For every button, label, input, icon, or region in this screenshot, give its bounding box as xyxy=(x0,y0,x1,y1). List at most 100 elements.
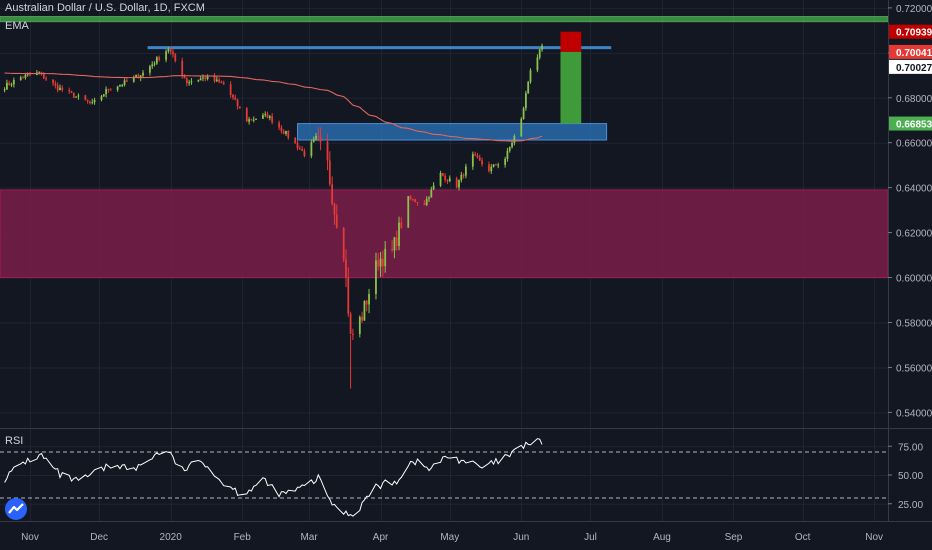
candle-body xyxy=(430,189,433,198)
candle-body xyxy=(400,222,403,228)
candle xyxy=(206,74,209,81)
candle xyxy=(199,75,202,81)
candle xyxy=(278,120,280,131)
candle-body xyxy=(167,49,170,52)
candle xyxy=(520,117,523,138)
candle xyxy=(492,164,495,168)
candle xyxy=(285,130,287,136)
candle-body xyxy=(52,79,54,84)
price-label-bg xyxy=(889,24,932,39)
candle-body xyxy=(481,160,483,165)
candle-body xyxy=(333,203,336,215)
candle-body xyxy=(19,77,22,81)
ema-legend[interactable]: EMA xyxy=(5,20,29,32)
candle-body xyxy=(8,82,11,86)
candle-body xyxy=(395,237,398,247)
candle xyxy=(476,152,479,159)
candle xyxy=(347,267,350,317)
rsi-legend[interactable]: RSI xyxy=(5,435,24,447)
candle xyxy=(326,133,329,171)
candle xyxy=(153,61,156,67)
candle-body xyxy=(345,259,347,278)
candle xyxy=(8,80,11,86)
candle xyxy=(119,84,121,87)
candle xyxy=(56,82,59,93)
price-label-text: 0.66853 xyxy=(896,120,932,131)
candle-body xyxy=(497,164,500,166)
candle xyxy=(444,173,447,183)
candle-body xyxy=(301,149,304,151)
rsi-tick-label: 75.00 xyxy=(898,442,923,453)
candle xyxy=(310,139,313,159)
demand-zone xyxy=(0,189,889,278)
candle xyxy=(70,90,73,94)
candle xyxy=(315,132,317,141)
price-tick-label: 0.72000 xyxy=(896,4,932,15)
candle-body xyxy=(377,260,380,267)
candle-body xyxy=(229,84,232,96)
candle xyxy=(351,328,354,340)
candle xyxy=(238,106,241,109)
candle xyxy=(218,77,221,84)
candle-body xyxy=(238,106,241,109)
candle-body xyxy=(278,122,280,128)
candle-body xyxy=(12,80,15,85)
candle xyxy=(77,93,80,100)
candle xyxy=(448,175,451,183)
candle-body xyxy=(29,74,31,76)
candle-body xyxy=(476,155,479,158)
price-label: 0.70939 xyxy=(889,24,932,39)
candle-body xyxy=(504,158,507,165)
candle xyxy=(102,93,105,98)
candle xyxy=(252,116,255,123)
candle-body xyxy=(165,51,167,60)
candle-body xyxy=(137,74,140,79)
candle-body xyxy=(266,114,269,118)
candle-body xyxy=(234,97,237,100)
candle xyxy=(524,90,527,111)
candle xyxy=(497,162,500,169)
candle xyxy=(331,176,334,206)
candle-body xyxy=(335,214,338,228)
candle-body xyxy=(361,316,364,321)
candle xyxy=(361,311,364,323)
candle-body xyxy=(250,119,253,121)
candle-body xyxy=(303,150,306,156)
candle-body xyxy=(135,74,137,77)
candle xyxy=(22,75,24,79)
candle-body xyxy=(190,81,193,83)
candle xyxy=(529,68,532,84)
candle-body xyxy=(462,174,465,176)
symbol-title[interactable]: Australian Dollar / U.S. Dollar, 1D, FXC… xyxy=(5,2,205,14)
candle xyxy=(220,80,223,84)
candle-body xyxy=(204,77,207,80)
candle xyxy=(349,311,352,335)
time-tick-label: Sep xyxy=(725,532,743,543)
tradingview-logo-icon[interactable] xyxy=(5,498,27,520)
target-zone xyxy=(560,51,582,124)
rsi-line xyxy=(4,438,543,517)
candle xyxy=(490,164,493,174)
candle-body xyxy=(432,185,435,190)
candle xyxy=(301,146,304,152)
candle-body xyxy=(416,202,419,204)
candle xyxy=(368,288,370,314)
price-label-bg xyxy=(889,44,932,59)
candle-body xyxy=(365,300,368,305)
candle-body xyxy=(474,154,477,156)
candle xyxy=(513,134,516,146)
candle xyxy=(234,94,237,101)
candle xyxy=(409,195,412,201)
stop-loss-zone xyxy=(560,31,582,52)
candle xyxy=(167,46,170,54)
candle xyxy=(335,204,338,229)
candle-body xyxy=(40,72,43,74)
candle-body xyxy=(287,130,290,138)
candle-body xyxy=(202,77,204,79)
candle xyxy=(54,80,57,89)
candle-body xyxy=(444,175,447,181)
rsi-tick-label: 25.00 xyxy=(898,500,923,511)
price-label: 0.70041 xyxy=(889,44,932,59)
